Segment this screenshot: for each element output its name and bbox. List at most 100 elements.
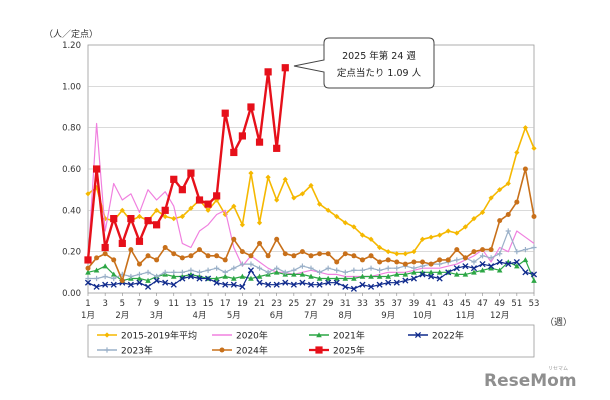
series-3-point — [316, 281, 323, 288]
x-tick-label: 31 — [340, 299, 351, 309]
series-5-point — [94, 255, 100, 261]
x-tick-label: 47 — [477, 299, 488, 309]
x-axis-month-labels: 1月 2月 3月 4月 5月 6月 7月 8月 9月 10月 11月 12月 — [81, 311, 509, 321]
series-2-point — [222, 273, 229, 279]
series-0-point — [471, 216, 477, 222]
x-tick-label: 11 — [168, 299, 179, 309]
series-5-point — [480, 247, 486, 253]
series-5-point — [257, 240, 263, 246]
series-2-point — [488, 265, 494, 271]
series-3-point — [299, 279, 306, 286]
series-5-point — [497, 218, 503, 224]
series-5-point — [325, 251, 331, 257]
series-4-point — [256, 265, 263, 271]
series-5-point — [239, 249, 245, 255]
series-5-point — [377, 259, 383, 265]
x-tick-label: 45 — [460, 299, 471, 309]
x-month-label: 9月 — [381, 311, 395, 321]
series-3-point — [359, 281, 366, 288]
series-4-point — [136, 271, 143, 277]
series-5-point — [514, 199, 520, 205]
series-2-point — [93, 267, 100, 273]
series-6-point — [118, 239, 126, 247]
resemom-logo-text: ReseMom — [484, 371, 577, 391]
series-3-point — [402, 277, 409, 284]
x-tick-label: 39 — [409, 299, 420, 309]
series-5-point — [437, 257, 443, 263]
x-tick-label: 3 — [102, 299, 107, 309]
x-month-label: 5月 — [227, 311, 241, 321]
series-3-point — [230, 281, 237, 288]
series-4-point — [316, 269, 323, 275]
series-5-point — [334, 259, 340, 265]
series-3-point — [144, 283, 152, 290]
series-2-point — [351, 275, 357, 281]
series-3-point — [342, 283, 349, 290]
series-3-point — [93, 283, 100, 290]
callout-box — [293, 37, 435, 89]
legend-swatch-point — [104, 332, 110, 338]
y-tick-label: 1.20 — [62, 41, 81, 51]
series-0-point — [325, 207, 331, 213]
series-0-point — [282, 176, 288, 182]
series-0-point — [514, 149, 520, 156]
series-5-point — [428, 261, 434, 267]
series-5-point — [85, 265, 91, 271]
series-4-point — [351, 267, 357, 273]
series-3-point — [479, 261, 486, 268]
series-5-point — [402, 261, 408, 267]
series-0-point — [154, 207, 160, 213]
y-tick-label: 0.80 — [62, 124, 81, 134]
series-3-point — [496, 258, 503, 266]
series-5-point — [154, 257, 160, 263]
series-0-point — [385, 249, 391, 255]
series-3-point — [350, 285, 357, 292]
series-2-point — [368, 273, 374, 279]
series-3-point — [453, 265, 460, 272]
series-0-point — [505, 180, 511, 187]
series-5-point — [359, 257, 365, 263]
x-tick-label: 17 — [220, 299, 231, 309]
series-5-point — [205, 253, 211, 259]
series-0-point — [291, 195, 297, 201]
series-4-point — [454, 257, 460, 263]
series-0-point — [308, 182, 314, 189]
series-5-point — [454, 247, 460, 253]
series-3-point — [256, 279, 263, 286]
series-2-point — [531, 277, 537, 283]
series-0-point — [411, 249, 417, 255]
legend-item: 2020年 — [212, 330, 268, 342]
series-4-point — [274, 265, 280, 271]
resemom-logo: ReseMom リセマム — [484, 366, 577, 391]
series-5-point — [111, 257, 117, 263]
series-0-point — [334, 213, 340, 220]
series-4-point — [334, 267, 340, 273]
series-6-point — [273, 144, 281, 152]
x-month-label: 10月 — [413, 311, 432, 321]
series-0-point — [342, 220, 348, 226]
x-tick-label: 43 — [443, 299, 454, 309]
series-5-point — [136, 261, 142, 267]
series-4-point — [522, 247, 529, 253]
series-4-point — [531, 244, 537, 251]
series-4-point — [205, 267, 211, 273]
series-3-point — [513, 258, 520, 266]
x-tick-label: 21 — [254, 299, 265, 309]
series-5-point — [445, 257, 451, 263]
series-4-point — [111, 275, 117, 282]
series-5-point — [171, 251, 177, 257]
x-tick-label: 13 — [186, 299, 197, 309]
series-0-point — [377, 244, 383, 251]
legend-item: 2023年 — [97, 345, 153, 357]
series-3-point — [110, 281, 117, 288]
x-axis-ticks: 1 3 5 7 9 11 13 15 17 19 21 23 25 27 29 31 33 35 37 39 41 43 4… — [85, 293, 539, 309]
series-0-point — [437, 232, 443, 238]
y-axis-unit-label: （人／定点） — [44, 28, 98, 40]
series-4-point — [93, 275, 100, 282]
series-0-point — [359, 232, 366, 238]
series-6-point — [221, 109, 229, 117]
series-6-point — [153, 221, 161, 229]
series-5-point — [291, 253, 297, 259]
series-3-point — [530, 271, 538, 278]
